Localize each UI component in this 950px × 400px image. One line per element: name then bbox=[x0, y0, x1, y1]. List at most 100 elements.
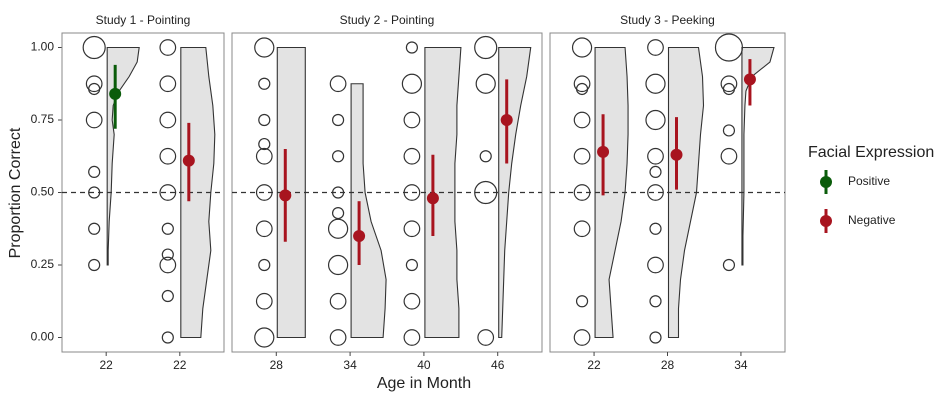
data-dot bbox=[722, 258, 736, 272]
data-dot bbox=[405, 41, 419, 54]
data-dot bbox=[161, 248, 174, 261]
data-dot bbox=[255, 220, 273, 238]
data-dot bbox=[405, 258, 419, 272]
data-dot bbox=[647, 39, 664, 56]
estimate-point bbox=[182, 154, 195, 167]
data-dot bbox=[161, 289, 174, 303]
data-dot bbox=[159, 184, 177, 201]
y-tick-label: 0.75 bbox=[31, 112, 55, 126]
data-dot bbox=[161, 222, 174, 235]
data-dot bbox=[475, 73, 496, 94]
data-dot bbox=[647, 256, 664, 274]
violin bbox=[741, 46, 775, 266]
data-dot bbox=[477, 329, 495, 346]
data-dot bbox=[329, 75, 347, 93]
data-dot bbox=[575, 295, 589, 308]
x-tick-label: 22 bbox=[173, 358, 187, 372]
data-dot bbox=[85, 111, 103, 129]
violin bbox=[276, 46, 306, 339]
data-dot bbox=[254, 37, 275, 58]
facet-title: Study 3 - Peeking bbox=[620, 13, 715, 27]
data-dot bbox=[159, 256, 177, 274]
data-dot bbox=[479, 150, 492, 163]
facet-title: Study 2 - Pointing bbox=[340, 13, 435, 27]
data-dot bbox=[331, 150, 345, 163]
data-dot bbox=[159, 111, 177, 129]
data-dot bbox=[575, 82, 589, 96]
data-dot bbox=[474, 35, 498, 60]
data-dot bbox=[82, 35, 106, 60]
data-dot bbox=[88, 258, 101, 272]
estimate-point bbox=[426, 192, 439, 205]
data-dot bbox=[403, 292, 421, 310]
data-dot bbox=[649, 222, 662, 235]
data-dot bbox=[722, 124, 736, 137]
data-dot bbox=[88, 165, 101, 179]
data-dot bbox=[159, 147, 177, 165]
data-dot bbox=[258, 113, 271, 127]
data-dot bbox=[720, 147, 738, 165]
data-dot bbox=[88, 222, 101, 235]
data-dot bbox=[331, 113, 345, 127]
data-dot bbox=[573, 329, 591, 346]
data-dot bbox=[573, 147, 591, 165]
x-tick-label: 28 bbox=[661, 358, 675, 372]
y-tick-label: 0.00 bbox=[31, 330, 55, 344]
y-axis-title: Proportion Correct bbox=[7, 127, 24, 258]
estimate-point bbox=[109, 87, 122, 100]
data-dot bbox=[573, 220, 591, 238]
legend-key-point bbox=[820, 215, 832, 227]
data-dot bbox=[88, 82, 101, 96]
y-tick-label: 0.50 bbox=[31, 185, 55, 199]
x-tick-label: 22 bbox=[587, 358, 601, 372]
data-dot bbox=[403, 329, 421, 346]
facet-title: Study 1 - Pointing bbox=[96, 13, 191, 27]
data-dot bbox=[327, 218, 349, 239]
data-dot bbox=[571, 37, 593, 58]
estimate-point bbox=[500, 114, 513, 126]
data-dot bbox=[327, 254, 349, 276]
data-dot bbox=[401, 73, 423, 94]
data-dot bbox=[649, 331, 662, 344]
violin bbox=[350, 83, 387, 339]
estimate-point bbox=[597, 145, 610, 158]
data-dot bbox=[85, 75, 103, 93]
estimate-point bbox=[353, 230, 366, 242]
x-tick-label: 34 bbox=[734, 358, 748, 372]
x-tick-label: 40 bbox=[417, 358, 431, 372]
data-dot bbox=[254, 327, 275, 348]
data-dot bbox=[329, 329, 347, 346]
data-dot bbox=[159, 75, 177, 93]
x-tick-label: 28 bbox=[270, 358, 284, 372]
estimate-point bbox=[743, 73, 756, 86]
data-dot bbox=[573, 111, 591, 129]
x-tick-label: 22 bbox=[100, 358, 114, 372]
data-dot bbox=[645, 109, 666, 131]
legend-label: Positive bbox=[848, 174, 890, 188]
data-dot bbox=[159, 39, 177, 56]
data-dot bbox=[403, 147, 421, 165]
legend-label: Negative bbox=[848, 213, 896, 227]
x-tick-label: 46 bbox=[491, 358, 505, 372]
data-dot bbox=[258, 137, 271, 151]
data-dot bbox=[649, 165, 662, 179]
data-dot bbox=[714, 33, 744, 62]
violin bbox=[106, 46, 140, 266]
data-dot bbox=[403, 111, 421, 129]
data-dot bbox=[161, 331, 174, 344]
data-dot bbox=[255, 147, 273, 165]
estimate-point bbox=[670, 148, 683, 161]
data-dot bbox=[647, 147, 664, 165]
data-dot bbox=[331, 206, 345, 220]
legend-key-point bbox=[820, 176, 832, 188]
y-tick-label: 1.00 bbox=[31, 40, 55, 54]
data-dot bbox=[722, 82, 736, 96]
data-dot bbox=[258, 258, 271, 272]
data-dot bbox=[403, 220, 421, 238]
legend-title: Facial Expression bbox=[808, 144, 934, 161]
data-dot bbox=[647, 184, 664, 201]
data-dot bbox=[573, 75, 591, 93]
data-dot bbox=[645, 73, 666, 94]
data-dot bbox=[329, 292, 347, 310]
